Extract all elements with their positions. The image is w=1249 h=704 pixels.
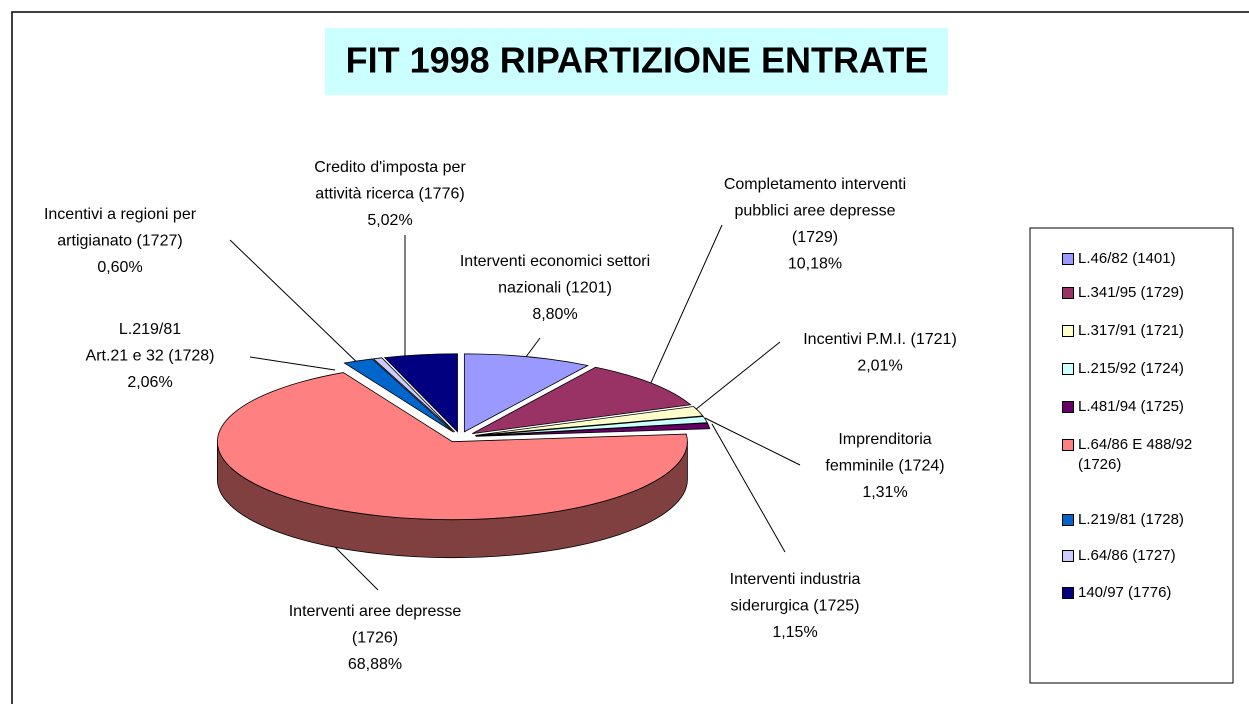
pie — [216, 353, 711, 559]
legend-swatch — [1062, 550, 1074, 562]
title-box — [325, 28, 948, 95]
frame — [11, 11, 1249, 704]
slice — [216, 372, 688, 521]
legend-swatch — [1062, 587, 1074, 599]
leader-line — [249, 356, 336, 371]
legend-entry: L.64/86 E 488/92 (1726) — [1062, 435, 1228, 475]
slice-label: Interventi economici settori — [460, 253, 650, 270]
slice-label: Art.21 e 32 (1728) — [86, 348, 215, 365]
slice-label: artigianato (1727) — [57, 233, 182, 250]
legend-entry: L.341/95 (1729) — [1062, 283, 1228, 303]
legend-entry: L.219/81 (1728) — [1062, 510, 1228, 530]
slice-label: (1729) — [792, 229, 838, 246]
legend-swatch — [1062, 514, 1074, 526]
slice-label: Credito d'imposta per — [314, 159, 466, 176]
value-label: 1,31% — [862, 484, 907, 501]
legend-label: L.64/86 (1727) — [1078, 547, 1176, 564]
legend-label: L.46/82 (1401) — [1078, 250, 1176, 267]
value-label: 68,88% — [348, 656, 402, 673]
legend-swatch — [1062, 287, 1074, 299]
slice-label: L.219/81 — [119, 321, 181, 338]
legend-entry: L.481/94 (1725) — [1062, 397, 1228, 417]
legend-swatch — [1062, 401, 1074, 413]
legend-entry: L.46/82 (1401) — [1062, 249, 1228, 269]
value-label: 8,80% — [532, 306, 577, 323]
slice-label: attività ricerca (1776) — [315, 186, 464, 203]
leader-line — [327, 539, 379, 591]
legend-entry: 140/97 (1776) — [1062, 583, 1228, 603]
slice-label: Completamento interventi — [724, 176, 906, 193]
legend-label: L.219/81 (1728) — [1078, 511, 1184, 528]
legend-label: L.317/91 (1721) — [1078, 322, 1184, 339]
legend-entry: L.215/92 (1724) — [1062, 359, 1228, 379]
leader-lines — [229, 224, 801, 591]
legend-swatch — [1062, 325, 1074, 337]
value-label: 1,15% — [772, 624, 817, 641]
legend-entry: L.317/91 (1721) — [1062, 321, 1228, 341]
legend-label: L.64/86 E 488/92 (1726) — [1078, 436, 1193, 473]
value-label: 2,01% — [857, 358, 902, 375]
legend-label: L.341/95 (1729) — [1078, 284, 1184, 301]
slice — [475, 422, 711, 437]
leader-line — [229, 239, 366, 371]
slice — [472, 366, 692, 434]
chart-title: FIT 1998 RIPARTIZIONE ENTRATE — [346, 40, 929, 81]
legend-swatch — [1062, 363, 1074, 375]
slice — [372, 357, 456, 433]
slice — [343, 358, 454, 433]
slice-label: Imprenditoria — [838, 431, 931, 448]
slice-label: (1726) — [352, 630, 398, 647]
value-label: 10,18% — [788, 256, 842, 273]
slice — [463, 353, 589, 433]
value-label: 2,06% — [127, 374, 172, 391]
leader-line — [711, 423, 786, 553]
legend-label: L.481/94 (1725) — [1078, 398, 1184, 415]
slice-label: femminile (1724) — [825, 458, 944, 475]
legend-swatch — [1062, 253, 1074, 265]
legend-label: 140/97 (1776) — [1078, 584, 1172, 601]
leader-line — [649, 224, 723, 386]
slice-label: Interventi aree depresse — [289, 603, 462, 620]
slice — [383, 353, 458, 433]
legend-swatch — [1062, 439, 1074, 451]
slice — [475, 416, 708, 437]
slice-label: Incentivi P.M.I. (1721) — [803, 331, 957, 348]
legend-box — [1029, 227, 1234, 684]
leader-line — [704, 417, 801, 466]
slice — [475, 406, 704, 436]
leader-line — [694, 341, 781, 411]
legend-entry: L.64/86 (1727) — [1062, 546, 1228, 566]
slice-label: nazionali (1201) — [498, 280, 612, 297]
value-label: 5,02% — [367, 212, 412, 229]
slice-label: Incentivi a regioni per — [44, 206, 197, 223]
slice-label: pubblici aree depresse — [735, 203, 896, 220]
legend-label: L.215/92 (1724) — [1078, 360, 1184, 377]
slice-label: Interventi industria — [730, 571, 861, 588]
value-label: 0,60% — [97, 259, 142, 276]
slice-label: siderurgica (1725) — [731, 598, 860, 615]
